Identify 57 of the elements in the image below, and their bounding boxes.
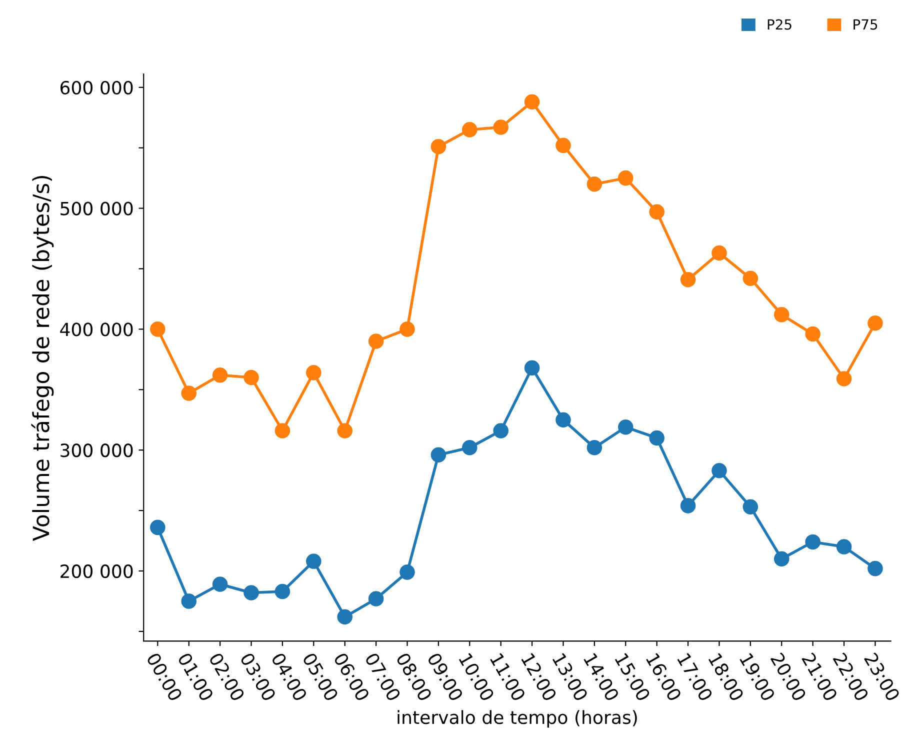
point	[742, 499, 758, 515]
point	[337, 609, 352, 625]
y-tick-label: 600 000	[60, 80, 133, 95]
point	[649, 430, 664, 446]
point	[462, 122, 478, 138]
y-tick-label: 200 000	[60, 564, 133, 578]
point	[524, 360, 540, 376]
x-axis-title: intervalo de tempo (horas)	[398, 710, 637, 728]
point	[836, 539, 852, 554]
legend-label: P75	[854, 19, 878, 30]
point	[430, 447, 446, 463]
point	[712, 462, 727, 478]
point	[337, 423, 352, 438]
point	[868, 560, 883, 576]
point	[244, 585, 259, 600]
point	[493, 120, 508, 135]
point	[868, 315, 883, 331]
point	[649, 204, 664, 220]
point	[462, 440, 478, 456]
point	[556, 138, 571, 154]
point	[368, 591, 384, 606]
point	[400, 564, 415, 580]
point	[742, 270, 758, 286]
point	[212, 367, 228, 383]
point	[306, 554, 322, 569]
point	[212, 576, 228, 592]
point	[181, 386, 196, 401]
point	[586, 440, 602, 456]
point	[274, 584, 290, 600]
point	[712, 245, 727, 261]
y-axis-title: Volume tráfego de rede (bytes/s)	[31, 176, 54, 541]
point	[524, 94, 540, 110]
point	[618, 170, 634, 186]
point	[680, 272, 696, 288]
point	[150, 520, 166, 536]
point	[244, 370, 259, 386]
point	[150, 322, 166, 337]
point	[274, 423, 290, 438]
point	[493, 423, 508, 438]
point	[400, 322, 415, 337]
point	[430, 138, 446, 154]
point	[836, 371, 852, 386]
y-tick-label: 300 000	[60, 444, 133, 458]
point	[805, 534, 820, 550]
point	[586, 176, 602, 192]
y-tick-label: 400 000	[60, 322, 133, 336]
point	[680, 498, 696, 514]
point	[556, 412, 571, 428]
point	[774, 551, 790, 567]
point	[306, 365, 322, 380]
point	[368, 334, 384, 349]
point	[618, 419, 634, 435]
point	[181, 594, 196, 609]
y-tick-label: 500 000	[60, 202, 133, 216]
legend-label: P25	[768, 19, 792, 30]
point	[774, 307, 790, 322]
point	[805, 326, 820, 342]
